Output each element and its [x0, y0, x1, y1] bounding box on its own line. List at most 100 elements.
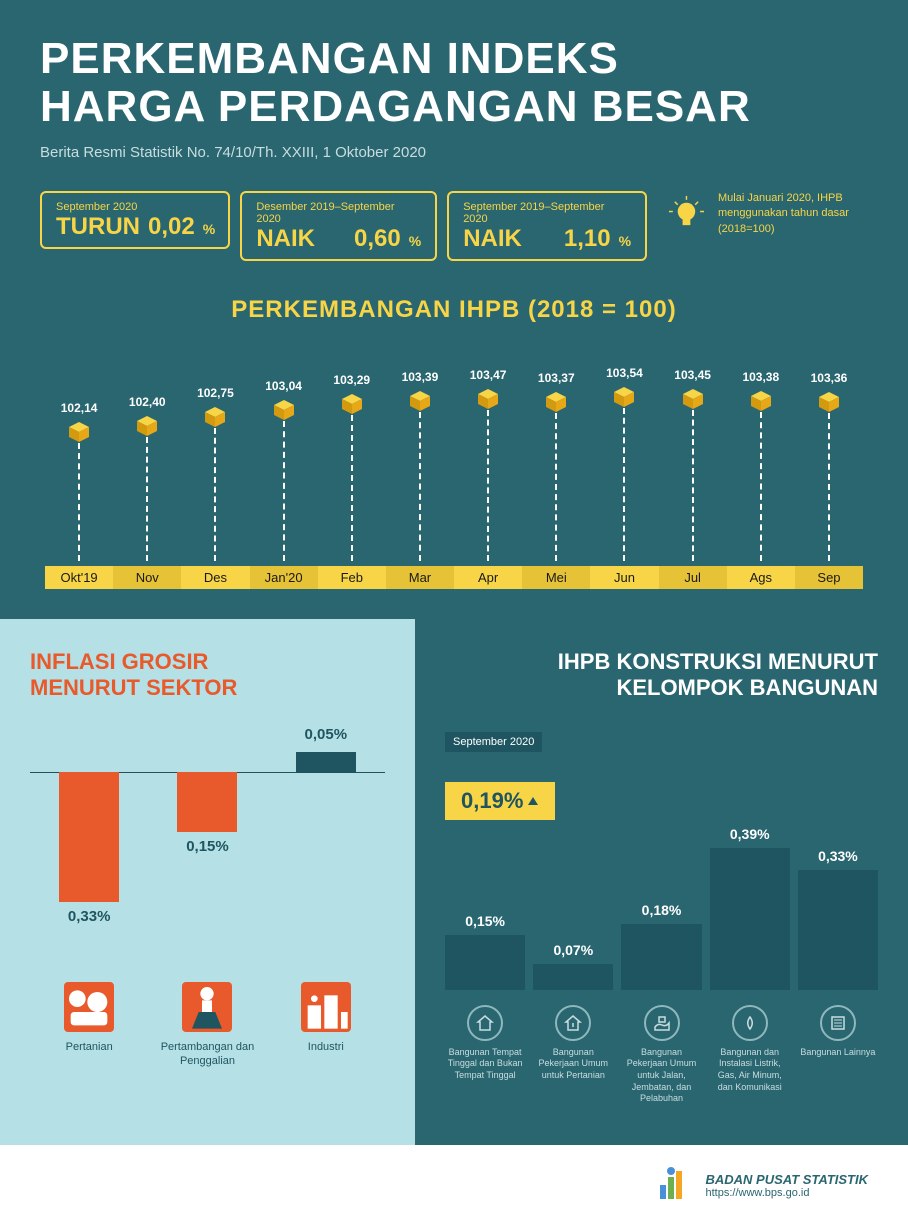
right-bar [445, 935, 525, 990]
right-panel: IHPB KONSTRUKSI MENURUT KELOMPOK BANGUNA… [415, 619, 908, 1145]
chart-value: 103,04 [265, 379, 302, 393]
chart-col: 102,14 Okt'19 [45, 349, 113, 589]
triangle-up-icon [527, 795, 539, 807]
chart-col: 103,36 Sep [795, 349, 863, 589]
right-icon-col: Bangunan dan Instalasi Listrik, Gas, Air… [710, 1005, 790, 1105]
stat-label: NAIK [463, 225, 522, 253]
chart-dashed-line [351, 415, 353, 561]
ihpb-chart: 102,14 Okt'19 102,40 Nov 102,75 Des 103,… [40, 349, 868, 589]
right-icon-label: Bangunan Pekerjaan Umum untuk Pertanian [533, 1047, 613, 1082]
left-bar [177, 772, 237, 832]
chart-value: 103,45 [674, 368, 711, 382]
box-icon [136, 415, 158, 437]
left-bar-col: 0,33% [54, 752, 124, 952]
sector-icon [64, 982, 114, 1032]
bulb-note: Mulai Januari 2020, IHPB menggunakan tah… [667, 191, 868, 237]
infographic-root: PERKEMBANGAN INDEKS HARGA PERDAGANGAN BE… [0, 0, 908, 1225]
right-bar [798, 870, 878, 990]
right-bars: 0,15% 0,07% 0,18% 0,39% 0,33% [445, 840, 878, 990]
left-bar-value: 0,05% [305, 726, 348, 743]
title-line2: HARGA PERDAGANGAN BESAR [40, 82, 751, 131]
chart-value: 103,39 [402, 370, 439, 384]
right-badge: September 2020 0,19% [445, 732, 555, 820]
stat-pct: % [619, 233, 631, 249]
sector-icon [182, 982, 232, 1032]
chart-dashed-line [146, 437, 148, 561]
building-type-icon [644, 1005, 680, 1041]
bps-logo-icon [654, 1165, 694, 1205]
box-icon [613, 386, 635, 408]
chart-month-label: Ags [727, 566, 795, 589]
main-title: PERKEMBANGAN INDEKS HARGA PERDAGANGAN BE… [40, 35, 868, 132]
chart-month-label: Mar [386, 566, 454, 589]
chart-col: 103,54 Jun [590, 349, 658, 589]
footer-url: https://www.bps.go.id [706, 1187, 869, 1199]
title-line1: PERKEMBANGAN INDEKS [40, 34, 619, 83]
header-section: PERKEMBANGAN INDEKS HARGA PERDAGANGAN BE… [0, 0, 908, 619]
lightbulb-icon [667, 194, 706, 234]
right-title: IHPB KONSTRUKSI MENURUT KELOMPOK BANGUNA… [445, 649, 878, 702]
left-icon-label: Pertanian [66, 1040, 113, 1054]
stat-box-0: September 2020 TURUN 0,02% [40, 191, 230, 249]
right-icon-label: Bangunan Tempat Tinggal dan Bukan Tempat… [445, 1047, 525, 1082]
chart-month-label: Feb [318, 566, 386, 589]
stat-value: 0,60 [354, 225, 401, 253]
stat-box-1: Desember 2019–September 2020 NAIK 0,60% [240, 191, 437, 261]
chart-value: 102,40 [129, 395, 166, 409]
right-bar [533, 964, 613, 990]
chart-value: 103,37 [538, 371, 575, 385]
box-icon [545, 391, 567, 413]
stat-value: 0,02 [148, 213, 195, 241]
right-bar-value: 0,07% [553, 942, 593, 958]
left-bar [59, 772, 119, 902]
chart-value: 103,36 [811, 371, 848, 385]
right-bar-col: 0,18% [621, 902, 701, 990]
chart-dashed-line [828, 413, 830, 561]
bottom-section: INFLASI GROSIR MENURUT SEKTOR 0,33% 0,15… [0, 619, 908, 1145]
building-type-icon [820, 1005, 856, 1041]
chart-month-label: Jan'20 [250, 566, 318, 589]
right-bar-value: 0,15% [465, 913, 505, 929]
footer-name: BADAN PUSAT STATISTIK [706, 1172, 869, 1187]
stat-label: NAIK [256, 225, 315, 253]
box-icon [68, 421, 90, 443]
right-bar-value: 0,18% [642, 902, 682, 918]
chart-value: 103,29 [333, 373, 370, 387]
left-icon-label: Pertambangan dan Penggalian [157, 1040, 257, 1069]
right-bar [710, 848, 790, 990]
chart-col: 103,47 Apr [454, 349, 522, 589]
chart-dashed-line [555, 413, 557, 561]
stat-period: September 2019–September 2020 [463, 201, 631, 225]
building-type-icon [467, 1005, 503, 1041]
right-title-line1: IHPB KONSTRUKSI MENURUT [558, 649, 878, 674]
chart-title: PERKEMBANGAN IHPB (2018 = 100) [40, 296, 868, 324]
chart-dashed-line [623, 408, 625, 561]
bulb-text: Mulai Januari 2020, IHPB menggunakan tah… [718, 191, 868, 237]
stat-box-2: September 2019–September 2020 NAIK 1,10% [447, 191, 647, 261]
left-title: INFLASI GROSIR MENURUT SEKTOR [30, 649, 385, 702]
chart-value: 103,38 [742, 370, 779, 384]
right-icon-col: Bangunan Pekerjaan Umum untuk Pertanian [533, 1005, 613, 1105]
left-bar [296, 752, 356, 772]
chart-dashed-line [78, 443, 80, 561]
box-icon [750, 390, 772, 412]
chart-col: 102,40 Nov [113, 349, 181, 589]
chart-month-label: Sep [795, 566, 863, 589]
footer-text: BADAN PUSAT STATISTIK https://www.bps.go… [706, 1172, 869, 1199]
chart-col: 103,38 Ags [727, 349, 795, 589]
chart-month-label: Apr [454, 566, 522, 589]
stat-pct: % [409, 233, 421, 249]
chart-col: 103,39 Mar [386, 349, 454, 589]
box-icon [204, 406, 226, 428]
chart-col: 102,75 Des [181, 349, 249, 589]
right-badge-value: 0,19% [461, 788, 539, 814]
right-icon-label: Bangunan Lainnya [800, 1047, 875, 1059]
left-icon-label: Industri [308, 1040, 344, 1054]
sector-icon [301, 982, 351, 1032]
building-type-icon [555, 1005, 591, 1041]
chart-col: 103,04 Jan'20 [250, 349, 318, 589]
footer: BADAN PUSAT STATISTIK https://www.bps.go… [0, 1145, 908, 1225]
left-title-line2: MENURUT SEKTOR [30, 675, 237, 700]
chart-month-label: Okt'19 [45, 566, 113, 589]
box-icon [273, 399, 295, 421]
